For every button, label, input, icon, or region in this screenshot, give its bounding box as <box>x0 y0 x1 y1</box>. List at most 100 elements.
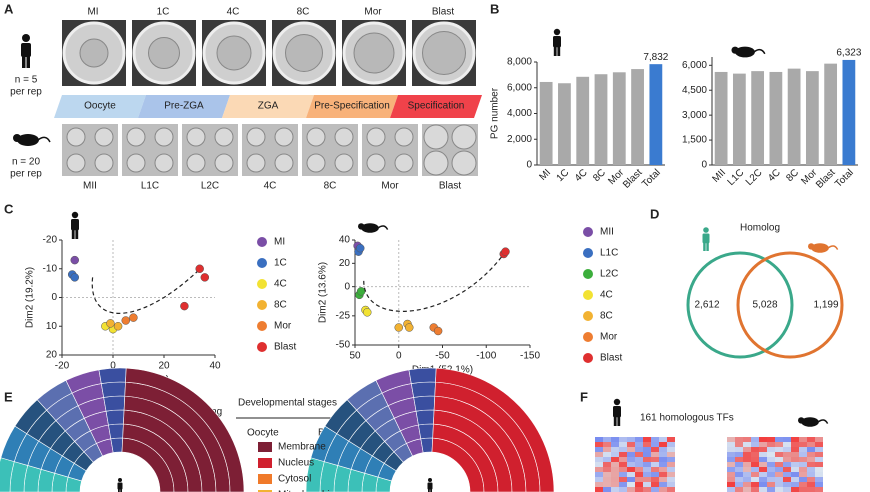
heatmap-cell <box>659 462 667 467</box>
heatmap-cell <box>603 452 611 457</box>
heatmap-cell <box>791 457 799 462</box>
embryo-image <box>366 127 386 147</box>
embryo-image <box>126 153 146 173</box>
panel-letter: C <box>4 201 14 216</box>
heatmap-cell <box>791 482 799 487</box>
heatmap-cell <box>727 462 735 467</box>
x-tick-label: Blast <box>814 167 838 191</box>
y-tick-label: 2,000 <box>507 134 532 145</box>
heatmap-cell <box>595 457 603 462</box>
x-tick-label: Blast <box>621 167 645 191</box>
bar <box>751 71 765 165</box>
heatmap-cell <box>611 462 619 467</box>
heatmap-cell <box>735 487 743 492</box>
heatmap-cell <box>727 447 735 452</box>
x-tick-label: L1C <box>726 167 747 188</box>
embryo-image <box>353 32 395 74</box>
heatmap-cell <box>751 467 759 472</box>
human-icon <box>553 46 557 56</box>
value-label: 7,832 <box>643 52 668 63</box>
heatmap-cell <box>759 442 767 447</box>
venn-count: 2,612 <box>694 300 719 311</box>
human-icon <box>557 46 561 56</box>
bar <box>805 71 819 165</box>
human-icon <box>427 482 433 490</box>
heatmap-cell <box>611 482 619 487</box>
y-tick-label: 6,000 <box>682 60 707 71</box>
stage-label: Blast <box>432 7 454 18</box>
ring-sector <box>418 423 434 440</box>
ring-label: Oocyte <box>247 428 279 439</box>
phase-label: Oocyte <box>84 101 116 112</box>
embryo-image <box>126 127 146 147</box>
embryo-image <box>246 153 266 173</box>
heatmap-cell <box>783 457 791 462</box>
y-tick-label: 10 <box>46 321 58 332</box>
human-icon <box>118 489 120 492</box>
human-icon <box>706 242 709 251</box>
heatmap-cell <box>727 482 735 487</box>
phase-label: Pre-ZGA <box>164 101 204 112</box>
heatmap-cell <box>595 487 603 492</box>
heatmap-cell <box>643 457 651 462</box>
human-icon <box>75 229 79 239</box>
legend-swatch <box>257 258 267 268</box>
panel-letter: B <box>490 1 499 16</box>
point <box>195 264 204 273</box>
heatmap-cell <box>775 482 783 487</box>
heatmap-cell <box>791 462 799 467</box>
venn-set <box>736 251 844 359</box>
heatmap-cell <box>783 452 791 457</box>
heatmap-cell <box>667 452 675 457</box>
heatmap-cell <box>775 452 783 457</box>
heatmap-cell <box>767 462 775 467</box>
heatmap-cell <box>743 477 751 482</box>
embryo-image <box>366 153 386 173</box>
heatmap-cell <box>759 452 767 457</box>
legend-swatch <box>258 490 272 492</box>
ring-sector <box>98 367 127 384</box>
embryo-image <box>186 153 206 173</box>
stage-label: Blast <box>439 181 461 192</box>
heatmap-cell <box>659 442 667 447</box>
embryo-image <box>154 153 174 173</box>
embryo-image <box>306 127 326 147</box>
x-tick-label: Total <box>833 167 856 190</box>
embryo-image <box>423 150 449 176</box>
heatmap-cell <box>619 452 627 457</box>
x-tick-label: 20 <box>158 361 170 372</box>
point <box>200 273 210 282</box>
legend-swatch <box>583 248 593 258</box>
point <box>356 287 366 296</box>
embryo-image <box>154 127 174 147</box>
venn-title: Homolog <box>740 223 780 234</box>
heatmap-cell <box>611 472 619 477</box>
point <box>70 273 79 282</box>
embryo-image <box>285 34 323 72</box>
heatmap-cell <box>767 437 775 442</box>
trajectory-arrow <box>363 255 503 312</box>
heatmap-cell <box>727 437 735 442</box>
heatmap-cell <box>799 437 807 442</box>
human-icon <box>703 242 706 251</box>
x-tick-label: 0 <box>110 361 116 372</box>
heatmap-cell <box>659 487 667 492</box>
x-tick-label: L2C <box>744 167 765 188</box>
heatmap-cell <box>603 462 611 467</box>
y-tick-label: 0 <box>526 160 532 171</box>
heatmap-cell <box>751 487 759 492</box>
human-icon <box>702 233 710 244</box>
y-axis-label: PG number <box>490 87 501 139</box>
heatmap-cell <box>743 487 751 492</box>
heatmap-cell <box>643 472 651 477</box>
heatmap-cell <box>643 437 651 442</box>
heatmap-cell <box>727 472 735 477</box>
heatmap-cell <box>643 452 651 457</box>
x-tick-label: 40 <box>209 361 221 372</box>
embryo-image <box>66 127 86 147</box>
heatmap-cell <box>775 472 783 477</box>
heatmap-cell <box>743 472 751 477</box>
phase-band <box>306 95 398 118</box>
mouse-icon <box>13 134 21 142</box>
y-tick-label: 6,000 <box>507 82 532 93</box>
